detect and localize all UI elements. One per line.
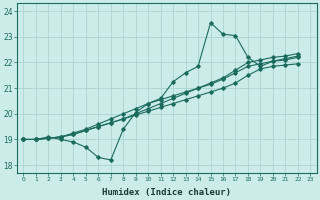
X-axis label: Humidex (Indice chaleur): Humidex (Indice chaleur)	[102, 188, 231, 197]
